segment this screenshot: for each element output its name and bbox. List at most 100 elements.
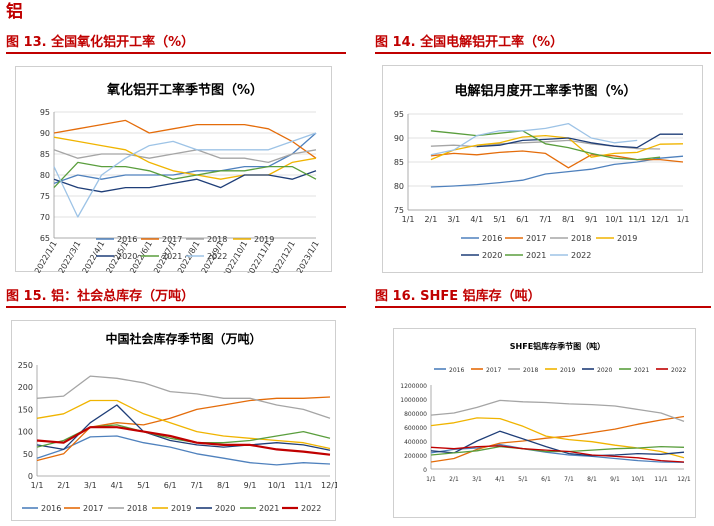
y-tick-label: 800000 [404, 411, 427, 418]
series-line-2019 [430, 417, 685, 459]
x-tick-label: 6/1 [164, 481, 177, 490]
y-tick-label: 200 [18, 383, 33, 392]
x-tick-label: 11/1 [628, 215, 646, 224]
y-tick-label: 75 [40, 192, 50, 201]
x-tick-label: 9/1 [244, 481, 257, 490]
chart-title: 电解铝月度开工率季节图（%） [454, 83, 636, 99]
legend-label-2022: 2022 [671, 367, 686, 374]
y-tick-label: 0 [423, 467, 427, 474]
x-tick-label: 1/1 [426, 476, 436, 483]
x-tick-label: 8/1 [562, 215, 575, 224]
y-tick-label: 1200000 [400, 383, 427, 390]
x-tick-label: 12/1 [651, 215, 669, 224]
series-line-2018 [53, 149, 317, 164]
legend-label-2020: 2020 [597, 367, 612, 374]
legend-label-2016: 2016 [117, 235, 137, 244]
legend-label-2021: 2021 [634, 367, 649, 374]
x-tick-label: 7/1 [564, 476, 574, 483]
legend-label-2016: 2016 [449, 367, 464, 374]
legend-label-2021: 2021 [259, 504, 279, 513]
caption-fig16: 图 16. SHFE 铝库存（吨） [375, 289, 541, 304]
y-tick-label: 200000 [404, 453, 427, 460]
y-tick-label: 600000 [404, 425, 427, 432]
x-tick-label: 11/1 [294, 481, 312, 490]
legend-label-2020: 2020 [117, 252, 137, 261]
series-line-2018 [36, 375, 331, 419]
legend-label-2018: 2018 [207, 235, 227, 244]
x-tick-label: 2023/1/1 [295, 240, 321, 274]
series-line-2021 [53, 161, 317, 189]
x-tick-label: 2022/1/1 [33, 240, 59, 274]
x-tick-label: 2022/12/1 [269, 240, 297, 274]
y-tick-label: 95 [40, 108, 50, 117]
chart-social-inventory: 中国社会库存季节图（万吨） 0 50 100 150 200 250 1/1 2/1 3/1 4/1… [11, 320, 337, 521]
series-line-2016 [430, 443, 685, 463]
x-tick-label: 4/1 [495, 476, 505, 483]
legend-label-2021: 2021 [526, 251, 546, 260]
x-tick-label: 5/1 [518, 476, 528, 483]
y-tick-label: 90 [40, 129, 50, 138]
x-tick-label: 10/1 [631, 476, 645, 483]
series-line-2021 [430, 445, 685, 456]
caption-rule [6, 306, 346, 308]
series-line-2022 [430, 445, 685, 463]
series-line-2020 [36, 404, 331, 451]
x-tick-label: 12/1 [321, 481, 337, 490]
legend-label-2017: 2017 [486, 367, 501, 374]
x-tick-label: 3/1 [84, 481, 97, 490]
x-tick-label: 9/1 [610, 476, 620, 483]
series-line-2016 [36, 435, 331, 466]
legend-label-2018: 2018 [127, 504, 147, 513]
chart-alumina-utilization: 氧化铝开工率季节图（%） 65 70 75 80 85 90 95 2022/1/1 2022/3… [15, 66, 332, 274]
x-tick-label: 10/1 [605, 215, 623, 224]
series-line-2019 [53, 136, 317, 180]
y-tick-label: 150 [18, 405, 33, 414]
x-tick-label: 2022/11/1 [245, 240, 273, 273]
series-line-2017 [430, 415, 685, 463]
series-line-2017 [36, 396, 331, 462]
legend-label-2019: 2019 [171, 504, 191, 513]
x-tick-label: 6/1 [516, 215, 529, 224]
legend-label-2022: 2022 [301, 504, 321, 513]
page-title: 铝 [6, 2, 23, 22]
legend-label-2017: 2017 [83, 504, 103, 513]
caption-rule [375, 306, 711, 308]
y-tick-label: 50 [23, 450, 33, 459]
chart-title: 中国社会库存季节图（万吨） [105, 331, 261, 346]
series-line-2020 [476, 133, 683, 149]
caption-fig13: 图 13. 全国氧化铝开工率（%） [6, 35, 195, 50]
legend-label-2017: 2017 [162, 235, 182, 244]
x-tick-label: 4/1 [110, 481, 123, 490]
series-line-2022 [430, 122, 638, 156]
legend-label-2018: 2018 [523, 367, 538, 374]
series-line-2022 [53, 132, 317, 218]
legend-label-2020: 2020 [215, 504, 235, 513]
x-tick-label: 12/1 [677, 476, 691, 483]
x-tick-label: 10/1 [268, 481, 286, 490]
legend-label-2019: 2019 [560, 367, 575, 374]
x-tick-label: 6/1 [541, 476, 551, 483]
series-line-2021 [430, 130, 661, 161]
x-tick-label: 3/1 [447, 215, 460, 224]
y-tick-label: 90 [394, 134, 404, 143]
series-line-2019 [36, 399, 331, 450]
chart-shfe-inventory: SHFE铝库存季节图（吨） 0 200000 400000 600000 800000 10… [393, 328, 696, 518]
x-tick-label: 5/1 [493, 215, 506, 224]
legend-label-2016: 2016 [41, 504, 61, 513]
chart-title: SHFE铝库存季节图（吨） [510, 341, 605, 351]
x-tick-label: 2/1 [424, 215, 437, 224]
y-tick-label: 80 [40, 171, 50, 180]
x-tick-label: 2022/3/1 [57, 240, 83, 274]
y-tick-label: 85 [394, 158, 404, 167]
series-line-2016 [430, 155, 684, 188]
series-line-2020 [430, 430, 685, 457]
y-tick-label: 400000 [404, 439, 427, 446]
x-tick-label: 3/1 [472, 476, 482, 483]
y-tick-label: 100 [18, 428, 33, 437]
caption-rule [375, 52, 711, 54]
x-tick-label: 1/1 [402, 215, 415, 224]
series-line-2019 [430, 134, 684, 161]
x-tick-label: 2/1 [449, 476, 459, 483]
chart-electrolytic-aluminum-utilization: 电解铝月度开工率季节图（%） 75 80 85 90 95 1/1 2/1 3/1 4/1 5/1 6… [382, 65, 703, 273]
x-tick-label: 8/1 [217, 481, 230, 490]
